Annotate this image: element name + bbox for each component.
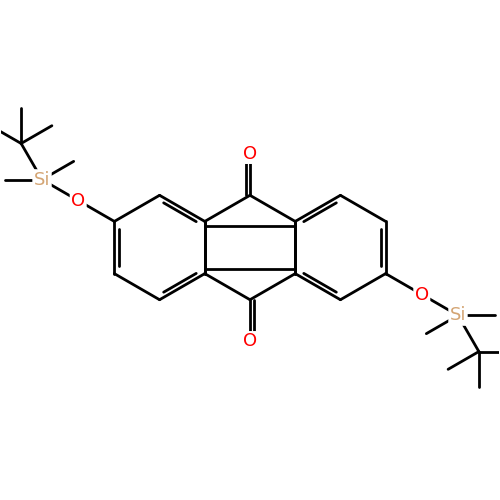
Text: Si: Si	[450, 306, 466, 324]
Text: Si: Si	[34, 170, 50, 188]
Text: O: O	[243, 144, 257, 162]
Text: O: O	[243, 332, 257, 350]
Text: O: O	[71, 192, 86, 210]
Text: O: O	[414, 286, 429, 304]
